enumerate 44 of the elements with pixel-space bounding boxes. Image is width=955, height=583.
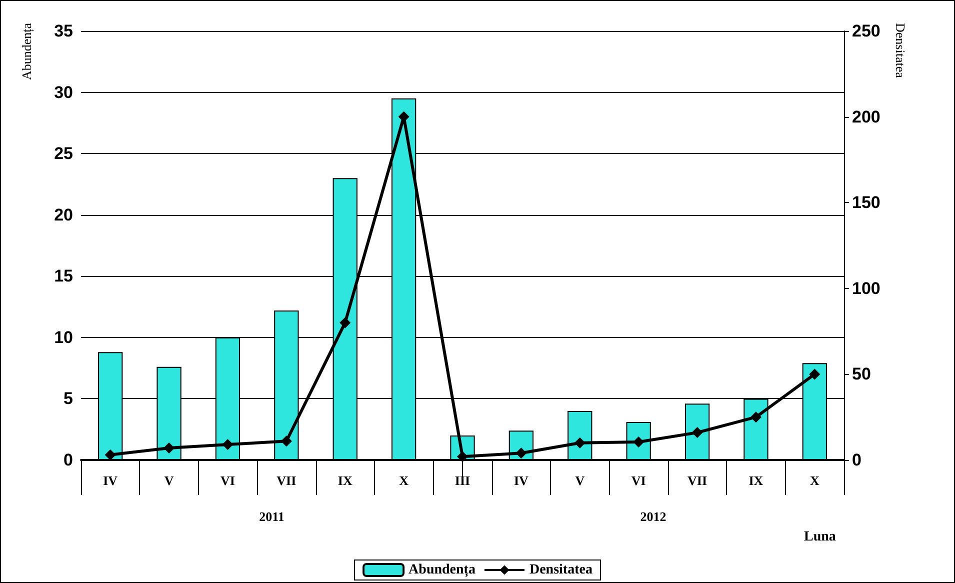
y-tick-label: 15: [54, 266, 73, 286]
point: [280, 436, 292, 447]
y-tick-label: 25: [54, 144, 73, 164]
y-tick-label: 20: [54, 205, 73, 224]
point: [222, 439, 234, 450]
y2-axis-title: Densitatea: [893, 23, 908, 78]
y2-tick-label: 50: [852, 364, 871, 384]
point: [340, 317, 351, 328]
x-tick-label: IV: [103, 473, 118, 488]
x-tick-label: X: [399, 473, 410, 488]
point: [164, 442, 175, 454]
x-tick-label: V: [164, 473, 174, 488]
point: [692, 427, 703, 438]
point: [457, 451, 468, 462]
y2-tick-label: 0: [852, 450, 862, 470]
legend-label: Densitatea: [529, 562, 592, 578]
point: [574, 437, 586, 448]
x-tick-label: VII: [276, 473, 296, 488]
x-tick-label: VI: [631, 473, 646, 488]
point: [809, 368, 820, 380]
x-tick-label: VII: [688, 473, 708, 488]
y2-tick-label: 250: [852, 22, 880, 40]
legend-label: Abundența: [408, 562, 476, 578]
y2-tick-label: 200: [852, 107, 880, 126]
y-tick-label: 35: [54, 22, 73, 40]
x-tick-label: V: [575, 473, 586, 488]
y-tick-label: 10: [54, 328, 73, 347]
x-tick-label: IV: [514, 473, 530, 488]
point: [104, 449, 116, 460]
y-tick-label: 5: [64, 389, 73, 408]
x-tick-label: IX: [338, 473, 353, 488]
x-tick-label: X: [810, 473, 820, 488]
point: [750, 412, 762, 423]
y-tick-label: 30: [54, 82, 73, 102]
text: 2011: [259, 509, 284, 524]
x-tick-label: IX: [748, 473, 764, 488]
point: [516, 448, 527, 459]
x-tick-label: VI: [220, 473, 235, 488]
y-tick-label: 0: [64, 450, 73, 470]
y-axis-title: Abundența: [19, 22, 34, 80]
x-axis-title: Luna: [804, 530, 836, 544]
text: 2012: [640, 509, 666, 524]
y2-tick-label: 100: [852, 278, 880, 298]
y2-tick-label: 150: [852, 193, 880, 212]
